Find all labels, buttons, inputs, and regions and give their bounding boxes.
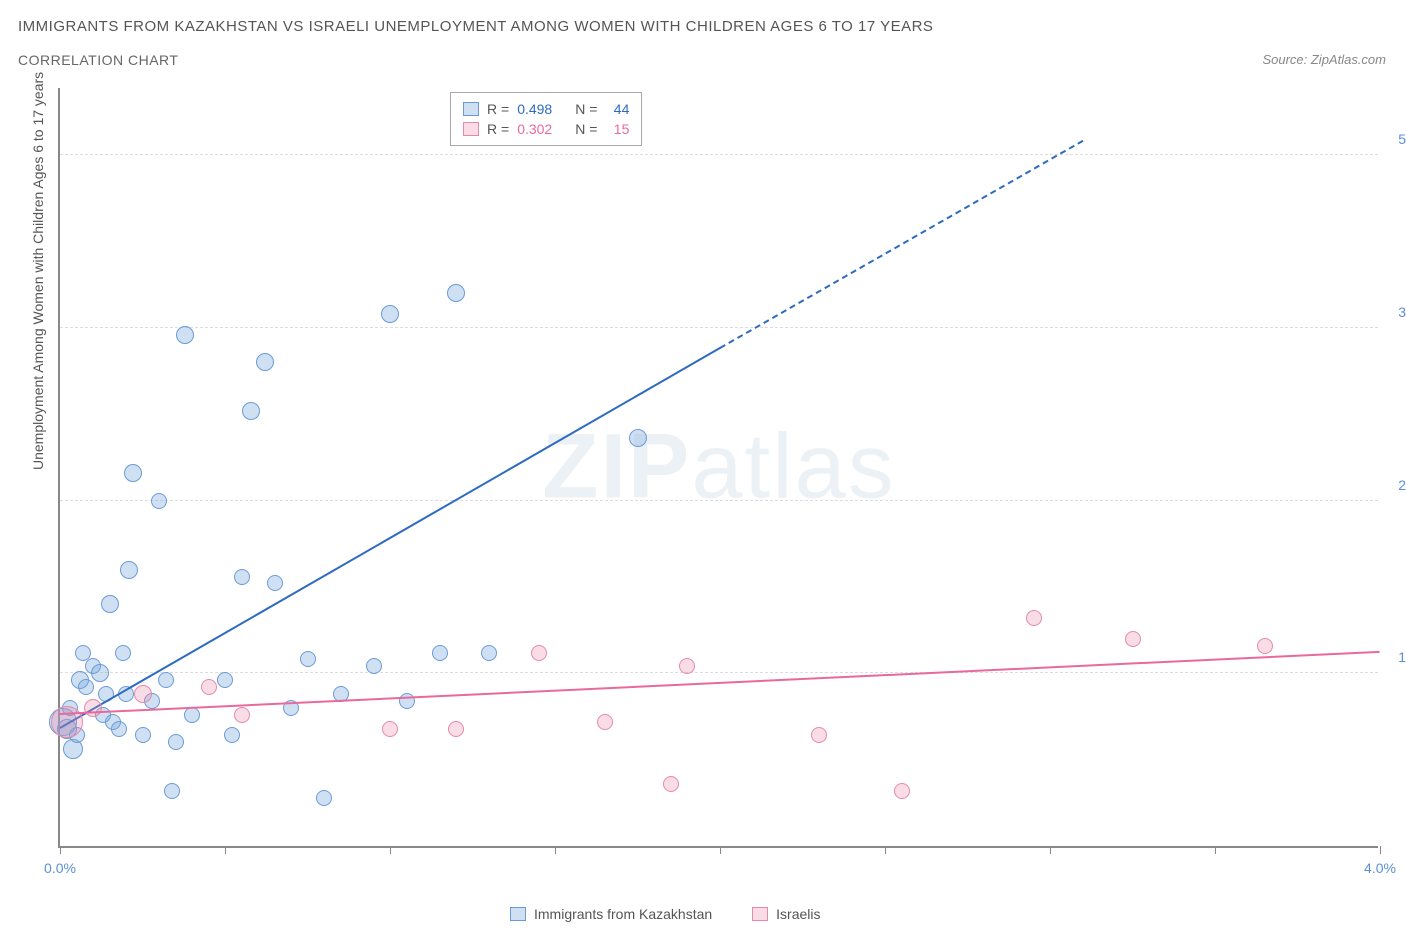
data-point [300,651,316,667]
data-point [120,561,138,579]
source-attribution: Source: ZipAtlas.com [1262,52,1386,67]
data-point [158,672,174,688]
data-point [432,645,448,661]
data-point [663,776,679,792]
correlation-stats-box: R = 0.498 N = 44 R = 0.302 N = 15 [450,92,642,146]
gridline [60,500,1378,501]
data-point [217,672,233,688]
data-point [115,645,131,661]
gridline [60,672,1378,673]
stats-row: R = 0.498 N = 44 [463,99,629,119]
x-tick [1050,846,1051,854]
data-point [84,699,102,717]
data-point [134,685,152,703]
data-point [1026,610,1042,626]
x-tick [60,846,61,854]
data-point [224,727,240,743]
source-prefix: Source: [1262,52,1310,67]
data-point [597,714,613,730]
data-point [124,464,142,482]
x-tick-label: 0.0% [44,860,76,876]
stat-r-label: R = [487,119,509,139]
legend-label: Israelis [776,906,820,922]
x-tick [555,846,556,854]
data-point [234,569,250,585]
x-tick [885,846,886,854]
data-point [164,783,180,799]
y-tick-label: 12.5% [1398,649,1406,665]
series-swatch [463,122,479,136]
data-point [531,645,547,661]
data-point [399,693,415,709]
watermark-light: atlas [691,416,895,518]
trend-line [60,347,721,729]
legend-swatch [510,907,526,921]
stats-row: R = 0.302 N = 15 [463,119,629,139]
data-point [382,721,398,737]
source-name: ZipAtlas.com [1311,52,1386,67]
data-point [1125,631,1141,647]
data-point [366,658,382,674]
chart-plot-area: ZIPatlas 12.5%25.0%37.5%50.0%0.0%4.0% [58,88,1378,848]
data-point [51,706,83,738]
stat-r-value: 0.302 [517,119,567,139]
data-point [811,727,827,743]
y-tick-label: 37.5% [1398,304,1406,320]
data-point [447,284,465,302]
legend: Immigrants from Kazakhstan Israelis [510,906,821,922]
data-point [234,707,250,723]
data-point [242,402,260,420]
data-point [151,493,167,509]
data-point [629,429,647,447]
x-tick [225,846,226,854]
legend-item: Israelis [752,906,820,922]
data-point [176,326,194,344]
gridline [60,327,1378,328]
data-point [316,790,332,806]
data-point [168,734,184,750]
stat-n-value: 44 [605,99,629,119]
watermark: ZIPatlas [542,415,895,520]
stat-r-label: R = [487,99,509,119]
series-swatch [463,102,479,116]
trend-line [720,139,1084,348]
chart-subtitle: CORRELATION CHART [18,52,178,68]
data-point [101,595,119,613]
stat-n-label: N = [575,119,597,139]
data-point [91,664,109,682]
chart-title: IMMIGRANTS FROM KAZAKHSTAN VS ISRAELI UN… [18,18,933,35]
y-tick-label: 50.0% [1398,131,1406,147]
data-point [78,679,94,695]
stat-n-value: 15 [605,119,629,139]
data-point [1257,638,1273,654]
stat-n-label: N = [575,99,597,119]
data-point [267,575,283,591]
data-point [381,305,399,323]
data-point [184,707,200,723]
legend-item: Immigrants from Kazakhstan [510,906,712,922]
legend-label: Immigrants from Kazakhstan [534,906,712,922]
x-tick-label: 4.0% [1364,860,1396,876]
data-point [679,658,695,674]
x-tick [1380,846,1381,854]
data-point [481,645,497,661]
data-point [448,721,464,737]
x-tick [1215,846,1216,854]
data-point [201,679,217,695]
watermark-bold: ZIP [542,416,691,518]
legend-swatch [752,907,768,921]
gridline [60,154,1378,155]
y-tick-label: 25.0% [1398,477,1406,493]
x-tick [720,846,721,854]
x-tick [390,846,391,854]
stat-r-value: 0.498 [517,99,567,119]
data-point [894,783,910,799]
data-point [111,721,127,737]
data-point [135,727,151,743]
data-point [256,353,274,371]
y-axis-label: Unemployment Among Women with Children A… [30,72,46,470]
trend-line [60,651,1380,715]
